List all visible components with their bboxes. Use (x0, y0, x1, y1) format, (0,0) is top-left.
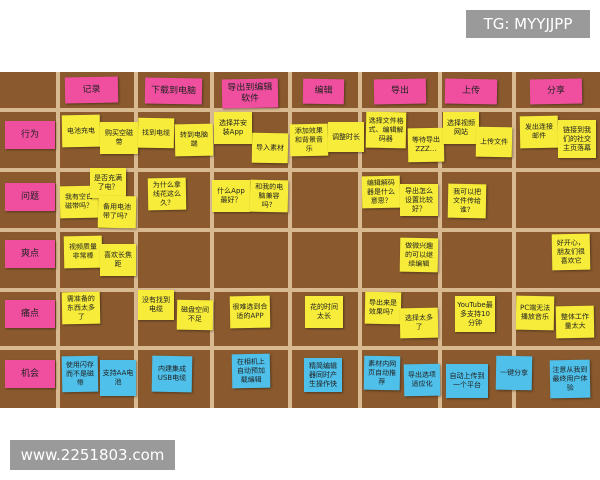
column-header: 导出到编辑软件 (221, 78, 279, 109)
sticky-note: 很难选到合适的APP (229, 295, 271, 329)
sticky-note: 备用电池带了吗？ (97, 195, 137, 229)
sticky-note: 找到电缆 (137, 117, 175, 149)
sticky-note: PC端无法播放音乐 (515, 295, 555, 331)
sticky-note: 做微兴趣的可以继续编辑 (399, 237, 439, 273)
board-line (0, 346, 600, 350)
sticky-note: 等待导出 ZZZ… (407, 127, 445, 163)
column-header: 分享 (529, 78, 583, 105)
sticky-note: 电池充电 (61, 114, 101, 148)
sticky-note: YouTube最多支持10分钟 (455, 296, 495, 332)
sticky-note: 为什么拿线花这么久？ (147, 177, 187, 211)
column-header: 编辑 (302, 78, 345, 105)
sticky-note: 发出连接邮件 (519, 115, 559, 149)
row-label: 问题 (5, 183, 55, 211)
board-line (512, 72, 516, 408)
sticky-note: 导出选项适应化 (403, 363, 441, 397)
row-label: 爽点 (5, 240, 55, 268)
board-line (0, 288, 600, 292)
sticky-note: 一键分享 (495, 355, 533, 391)
column-header: 记录 (64, 76, 119, 104)
sticky-note: 没有找到电缆 (138, 290, 174, 320)
sticky-note: 视频质量非常棒 (63, 235, 103, 269)
watermark: www.2251803.com (10, 440, 175, 470)
sticky-note: 磁盘空间不足 (176, 299, 214, 331)
sticky-note: 上传文件 (475, 126, 513, 158)
watermark: TG: MYYJJPP (466, 10, 590, 38)
sticky-note: 导出怎么设置比较好？ (400, 184, 438, 216)
sticky-note: 添加效果和背景音乐 (289, 123, 329, 157)
column-header: 上传 (444, 78, 498, 105)
sticky-note: 链接到我们的社交主页落幕 (558, 120, 596, 158)
sticky-note: 整体工作量太大 (555, 305, 595, 339)
board-line (56, 72, 60, 408)
row-label: 痛点 (5, 300, 55, 328)
sticky-note: 是否充满了电？ (90, 168, 126, 198)
board-line (438, 72, 442, 408)
sticky-note: 花的时间太长 (305, 296, 343, 328)
row-label: 行为 (5, 121, 55, 149)
sticky-note: 支持AA电池 (100, 360, 136, 396)
board-line (288, 72, 292, 408)
board-line (0, 168, 600, 172)
sticky-note: 在相机上自动预加载编辑 (231, 353, 271, 389)
sticky-note: 我可以把文件传给谁？ (447, 183, 487, 219)
sticky-note: 导入素材 (251, 132, 289, 164)
board-line (0, 228, 600, 232)
board-line (358, 72, 362, 408)
column-header: 导出 (373, 78, 427, 105)
sticky-note: 素材内网页自动推荐 (363, 355, 401, 391)
sticky-note: 选择视频网站 (443, 112, 479, 144)
sticky-note: 转到电脑端 (174, 123, 214, 157)
sticky-note: 调整时长 (328, 122, 364, 152)
sticky-note: 自动上传到一个平台 (446, 364, 488, 398)
sticky-note: 和我的电脑兼容吗？ (249, 179, 289, 213)
sticky-note: 内建集成USB电缆 (151, 355, 193, 393)
sticky-note: 精简编辑器同时产生操作快 (304, 358, 342, 392)
sticky-note: 选择并安装App (214, 112, 252, 144)
board-line (0, 108, 600, 112)
sticky-note: 喜欢长焦距 (100, 244, 136, 276)
sticky-note: 什么App最好？ (212, 180, 250, 212)
sticky-note: 需准备的东西太多了 (61, 291, 101, 325)
sticky-note: 编辑解码器是什么意思？ (361, 175, 401, 209)
board-line (134, 72, 138, 408)
sticky-note: 导出来是效果吗？ (364, 291, 402, 325)
sticky-note: 选择太多了 (399, 307, 439, 339)
sticky-note: 使用闪存而不是磁带 (61, 355, 99, 393)
column-header: 下载到电脑 (144, 77, 203, 105)
sticky-note: 购买空磁带 (100, 122, 138, 154)
sticky-note: 选择文件格式、编辑解码器 (365, 111, 407, 149)
row-label: 机会 (5, 360, 55, 388)
board-line (210, 72, 214, 408)
sticky-note: 注意从我到最终用户体验 (549, 359, 591, 399)
sticky-note: 好开心，朋友们很喜欢它 (551, 233, 591, 271)
